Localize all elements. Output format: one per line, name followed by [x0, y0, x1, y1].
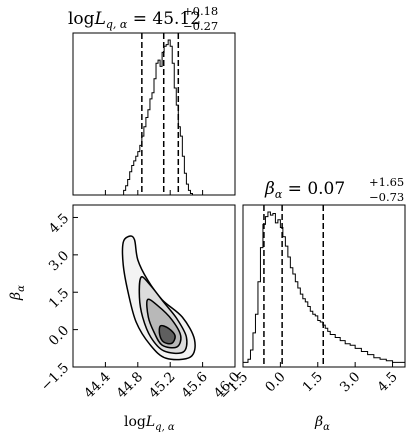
xlabel-logL: logLq, α	[124, 414, 175, 433]
ytick-label: 4.5	[46, 210, 73, 237]
xtick-label: 1.5	[300, 369, 327, 396]
xtick-label: −1.5	[217, 369, 251, 403]
marginal-logL-panel	[72, 32, 236, 196]
title-beta-lower-error: −0.73	[369, 190, 404, 204]
marginal-beta-histogram	[242, 205, 406, 367]
ytick-label: −1.5	[38, 360, 72, 394]
histogram-steps	[242, 211, 406, 367]
xlabel-beta: βα	[314, 414, 330, 433]
title-logL: logLq, α = 45.12	[68, 9, 201, 31]
joint-panel	[72, 204, 236, 368]
ytick-label: 0.0	[46, 323, 73, 350]
xtick-label: 44.8	[114, 369, 147, 402]
title-beta: βα = 0.07	[264, 179, 345, 201]
axis-ticks: 44.4 44.8 45.2 45.6 46.0−1.50.01.53.04.5−1.5…	[38, 190, 401, 403]
xtick-label: 0.0	[262, 369, 289, 396]
title-logL-upper-error: +0.18	[183, 4, 218, 18]
ytick-label: 1.5	[46, 285, 73, 312]
xtick-label: 45.6	[178, 369, 211, 402]
xtick-label: 4.5	[374, 369, 401, 396]
joint-contour	[121, 235, 196, 361]
marginal-logL-histogram	[121, 33, 195, 196]
ylabel-beta: βα	[8, 285, 27, 301]
contour-level-4	[158, 324, 176, 345]
title-beta-upper-error: +1.65	[369, 175, 404, 189]
xtick-label: 3.0	[337, 369, 364, 396]
ytick-label: 3.0	[46, 248, 73, 275]
histogram-steps	[121, 39, 195, 196]
xtick-label: 45.2	[146, 369, 179, 402]
title-logL-lower-error: −0.27	[183, 19, 218, 33]
xtick-label: 44.4	[81, 369, 114, 402]
